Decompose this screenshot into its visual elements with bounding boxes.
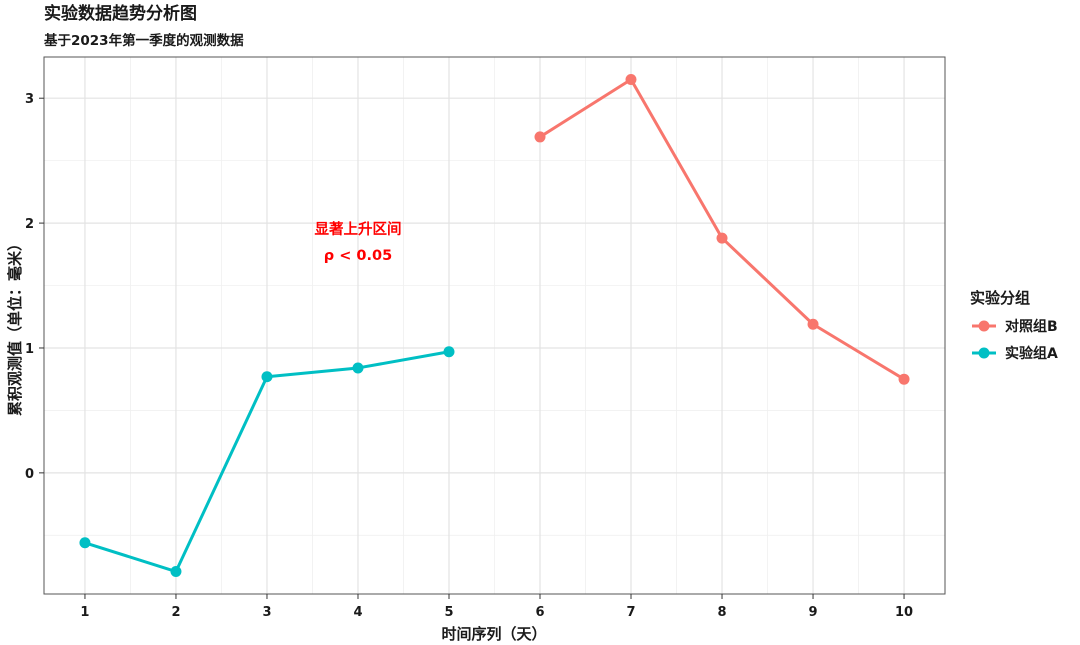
annotation-line-2: ρ < 0.05 xyxy=(324,248,392,264)
x-tick-label: 2 xyxy=(171,605,180,620)
x-tick-label: 10 xyxy=(895,605,913,620)
data-point xyxy=(807,318,819,330)
legend: 实验分组 对照组B 实验组A xyxy=(970,289,1058,362)
data-point xyxy=(898,373,910,385)
data-point xyxy=(352,362,364,374)
series xyxy=(79,73,910,578)
x-axis-title: 时间序列（天） xyxy=(441,625,546,643)
annotation: 显著上升区间 ρ < 0.05 xyxy=(314,220,401,264)
x-tick-label: 4 xyxy=(353,605,362,620)
x-tick-label: 3 xyxy=(262,605,271,620)
x-tick-label: 7 xyxy=(626,605,635,620)
x-tick-label: 5 xyxy=(444,605,453,620)
y-tick-label: 0 xyxy=(25,467,34,482)
data-point xyxy=(625,73,637,85)
panel-border xyxy=(43,56,946,595)
legend-key-point xyxy=(978,347,990,359)
chart-title: 实验数据趋势分析图 xyxy=(44,3,197,24)
x-tick-label: 1 xyxy=(80,605,89,620)
data-point xyxy=(716,232,728,244)
data-point xyxy=(170,566,182,578)
grid xyxy=(44,57,945,594)
legend-label: 对照组B xyxy=(1005,318,1058,335)
data-point xyxy=(261,371,273,383)
annotation-line-1: 显著上升区间 xyxy=(314,220,401,238)
x-tick-label: 8 xyxy=(718,605,727,620)
y-tick-label: 2 xyxy=(25,217,34,232)
legend-title: 实验分组 xyxy=(970,289,1030,307)
chart-subtitle: 基于2023年第一季度的观测数据 xyxy=(44,32,244,49)
y-axis-title: 累积观测值（单位：毫米） xyxy=(6,236,24,416)
legend-label: 实验组A xyxy=(1005,345,1058,362)
y-tick-label: 1 xyxy=(25,342,34,357)
data-point xyxy=(534,131,546,143)
data-point xyxy=(443,346,455,358)
y-tick-label: 3 xyxy=(25,92,34,107)
x-tick-label: 9 xyxy=(809,605,818,620)
x-tick-label: 6 xyxy=(535,605,544,620)
legend-key-point xyxy=(978,320,990,332)
axis-ticks: 1 2 3 4 5 6 7 8 9 10 0 1 2 3 xyxy=(25,92,913,620)
data-point xyxy=(79,537,91,549)
